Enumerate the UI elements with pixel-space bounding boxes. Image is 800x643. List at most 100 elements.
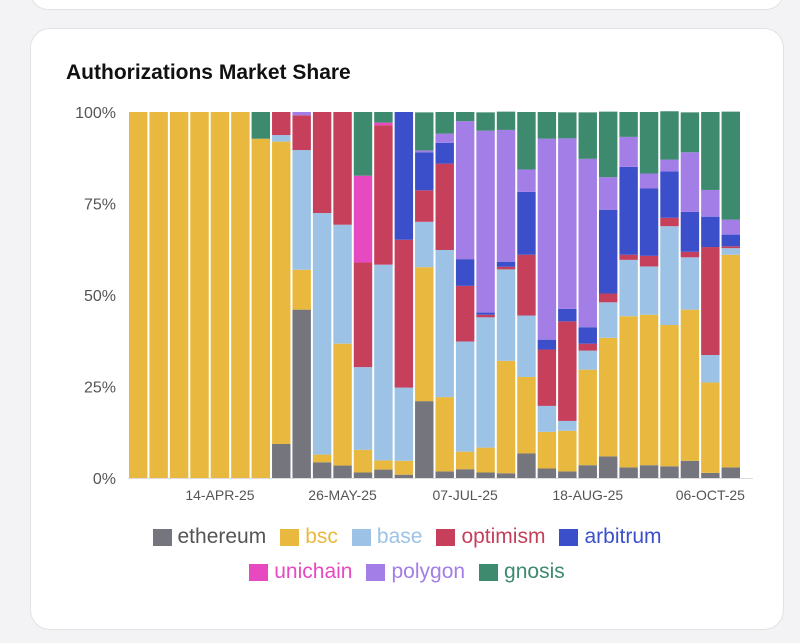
bar-segment-base[interactable] [721,248,740,255]
bar-segment-ethereum[interactable] [701,472,720,478]
bar-segment-base[interactable] [333,224,352,344]
bar-segment-optimism[interactable] [496,266,516,270]
bar-segment-ethereum[interactable] [578,465,597,478]
bar-segment-arbitrum[interactable] [476,312,495,315]
bar-segment-gnosis[interactable] [251,112,271,139]
bar-segment-ethereum[interactable] [558,471,577,478]
bar-segment-arbitrum[interactable] [435,142,454,164]
legend-item-base[interactable]: base [351,525,422,549]
bar-segment-gnosis[interactable] [619,112,638,137]
bar-segment-polygon[interactable] [415,150,434,153]
bar-segment-polygon[interactable] [292,112,311,116]
bar-segment-polygon[interactable] [496,129,516,262]
bar-segment-polygon[interactable] [517,169,536,192]
bar-segment-base[interactable] [660,226,679,326]
bar-segment-polygon[interactable] [455,121,475,260]
bar-segment-bsc[interactable] [272,141,291,444]
bar-segment-bsc[interactable] [537,431,557,469]
bar-segment-gnosis[interactable] [353,112,373,176]
bar-segment-polygon[interactable] [701,189,720,217]
bar-segment-bsc[interactable] [598,337,618,457]
bar-segment-optimism[interactable] [578,343,597,351]
bar-segment-base[interactable] [701,355,720,383]
bar-segment-bsc[interactable] [251,138,271,478]
bar-segment-bsc[interactable] [190,112,209,478]
bar-segment-base[interactable] [517,315,536,377]
bar-segment-arbitrum[interactable] [701,216,720,248]
bar-segment-base[interactable] [374,264,393,461]
bar-segment-ethereum[interactable] [374,469,393,478]
bar-segment-bsc[interactable] [394,460,414,475]
bar-segment-base[interactable] [598,302,618,338]
bar-segment-bsc[interactable] [169,112,189,478]
bar-segment-bsc[interactable] [374,460,393,470]
legend-item-polygon[interactable]: polygon [366,560,465,584]
bar-segment-gnosis[interactable] [435,112,454,134]
bar-segment-optimism[interactable] [639,255,659,267]
bar-segment-base[interactable] [680,257,700,310]
bar-segment-arbitrum[interactable] [496,261,516,267]
bar-segment-ethereum[interactable] [476,472,495,478]
bar-segment-bsc[interactable] [333,343,352,466]
bar-segment-bsc[interactable] [415,267,434,402]
bar-segment-arbitrum[interactable] [578,327,597,344]
bar-segment-gnosis[interactable] [598,111,618,178]
bar-segment-base[interactable] [496,269,516,361]
bar-segment-arbitrum[interactable] [660,171,679,218]
bar-segment-arbitrum[interactable] [455,259,475,286]
bar-segment-unichain[interactable] [353,175,373,263]
bar-segment-polygon[interactable] [721,219,740,235]
bar-segment-polygon[interactable] [476,130,495,313]
bar-segment-base[interactable] [455,341,475,452]
bar-segment-optimism[interactable] [374,125,393,265]
bar-segment-bsc[interactable] [312,454,332,463]
bar-segment-arbitrum[interactable] [558,308,577,322]
bar-segment-bsc[interactable] [496,360,516,474]
bar-segment-base[interactable] [435,249,454,398]
bar-segment-ethereum[interactable] [394,474,414,478]
bar-segment-bsc[interactable] [558,430,577,472]
bar-segment-ethereum[interactable] [272,443,291,478]
bar-segment-optimism[interactable] [517,254,536,316]
bar-segment-optimism[interactable] [680,251,700,258]
bar-segment-ethereum[interactable] [312,462,332,478]
bar-segment-ethereum[interactable] [680,460,700,478]
bar-segment-optimism[interactable] [353,262,373,368]
legend-item-arbitrum[interactable]: arbitrum [559,525,662,549]
bar-segment-ethereum[interactable] [292,309,311,478]
bar-segment-gnosis[interactable] [374,112,393,123]
bar-segment-optimism[interactable] [721,246,740,249]
bar-segment-unichain[interactable] [374,122,393,126]
bar-segment-bsc[interactable] [639,314,659,466]
bar-segment-gnosis[interactable] [558,112,577,139]
bar-segment-bsc[interactable] [149,112,168,478]
bar-segment-bsc[interactable] [680,309,700,461]
bar-segment-optimism[interactable] [312,112,332,214]
bar-segment-optimism[interactable] [394,239,414,388]
legend-item-ethereum[interactable]: ethereum [152,525,266,549]
bar-segment-ethereum[interactable] [537,468,557,478]
bar-segment-gnosis[interactable] [415,112,434,151]
legend-item-optimism[interactable]: optimism [436,525,545,549]
bar-segment-optimism[interactable] [701,247,720,356]
bar-segment-gnosis[interactable] [721,111,740,220]
bar-segment-optimism[interactable] [455,285,475,342]
bar-segment-optimism[interactable] [558,321,577,421]
bar-segment-base[interactable] [619,259,638,317]
bar-segment-base[interactable] [415,221,434,268]
bar-segment-polygon[interactable] [660,159,679,172]
bar-segment-polygon[interactable] [537,138,557,340]
bar-segment-ethereum[interactable] [496,473,516,478]
bar-segment-optimism[interactable] [598,293,618,303]
bar-segment-ethereum[interactable] [415,401,434,478]
bar-segment-bsc[interactable] [353,449,373,473]
bar-segment-base[interactable] [558,420,577,431]
bar-segment-ethereum[interactable] [333,465,352,478]
bar-segment-gnosis[interactable] [517,112,536,170]
bar-segment-polygon[interactable] [639,173,659,189]
bar-segment-gnosis[interactable] [639,112,659,174]
bar-segment-ethereum[interactable] [721,467,740,478]
bar-segment-base[interactable] [537,405,557,432]
bar-segment-ethereum[interactable] [619,467,638,478]
bar-segment-optimism[interactable] [537,349,557,406]
